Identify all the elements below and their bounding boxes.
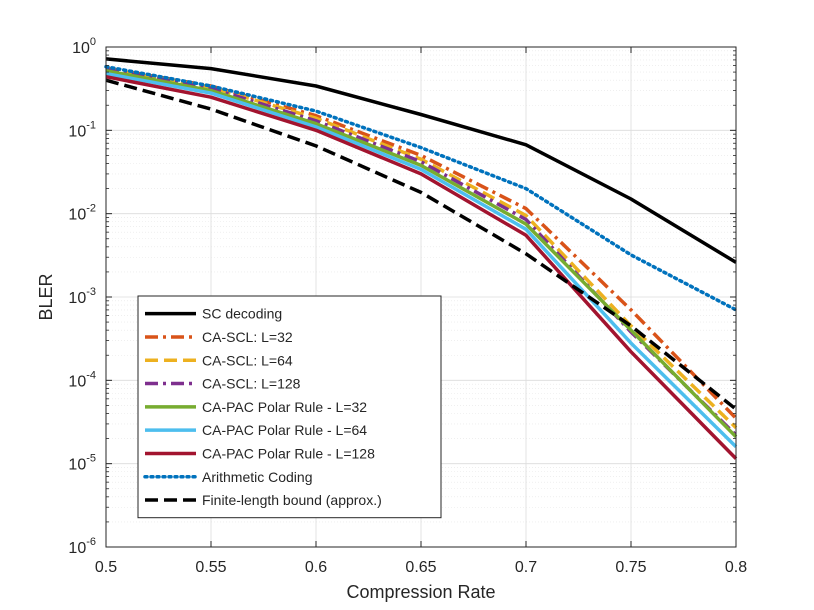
y-tick-label: 10-2	[68, 203, 96, 224]
legend-label-7: CA-PAC Polar Rule - L=128	[202, 445, 375, 461]
y-tick-label: 10-5	[68, 453, 96, 474]
y-tick-label: 100	[72, 36, 96, 57]
legend-label-4: CA-SCL: L=128	[202, 376, 301, 392]
legend-label-6: CA-PAC Polar Rule - L=64	[202, 422, 367, 438]
x-tick-label: 0.6	[305, 559, 327, 576]
legend-label-9: Finite-length bound (approx.)	[202, 492, 382, 508]
x-tick-label: 0.7	[515, 559, 537, 576]
legend-label-8: Arithmetic Coding	[202, 469, 313, 485]
x-tick-label: 0.65	[405, 559, 436, 576]
legend-label-1: SC decoding	[202, 306, 282, 322]
series-line-1	[105, 57, 737, 264]
x-axis-label: Compression Rate	[346, 582, 495, 602]
y-tick-label: 10-6	[68, 536, 96, 557]
x-tick-label: 0.55	[195, 559, 226, 576]
series-line-7	[105, 74, 738, 460]
series-line-8	[104, 64, 738, 312]
legend: SC decoding CA-SCL: L=32 CA-SCL: L=64 CA-SC…	[137, 295, 442, 519]
y-axis-label: BLER	[36, 273, 56, 320]
x-tick-label: 0.5	[95, 559, 117, 576]
ticks	[105, 46, 737, 548]
legend-label-5: CA-PAC Polar Rule - L=32	[202, 399, 367, 415]
y-tick-label: 10-4	[68, 369, 96, 390]
legend-label-2: CA-SCL: L=32	[202, 329, 293, 345]
y-tick-label: 10-3	[68, 286, 96, 307]
series-line-5	[105, 68, 738, 439]
series-line-6	[105, 71, 738, 448]
series-layer	[104, 57, 738, 460]
series-line-9	[105, 78, 738, 411]
legend-label-3: CA-SCL: L=64	[202, 352, 293, 368]
x-tick-label: 0.75	[615, 559, 646, 576]
tick-labels: 100 10-1 10-2 10-3 10-4 10-5 10-6 0.5 0.55 0.6 0.6…	[68, 36, 747, 576]
x-tick-label: 0.8	[725, 559, 747, 576]
y-tick-label: 10-1	[68, 119, 96, 140]
